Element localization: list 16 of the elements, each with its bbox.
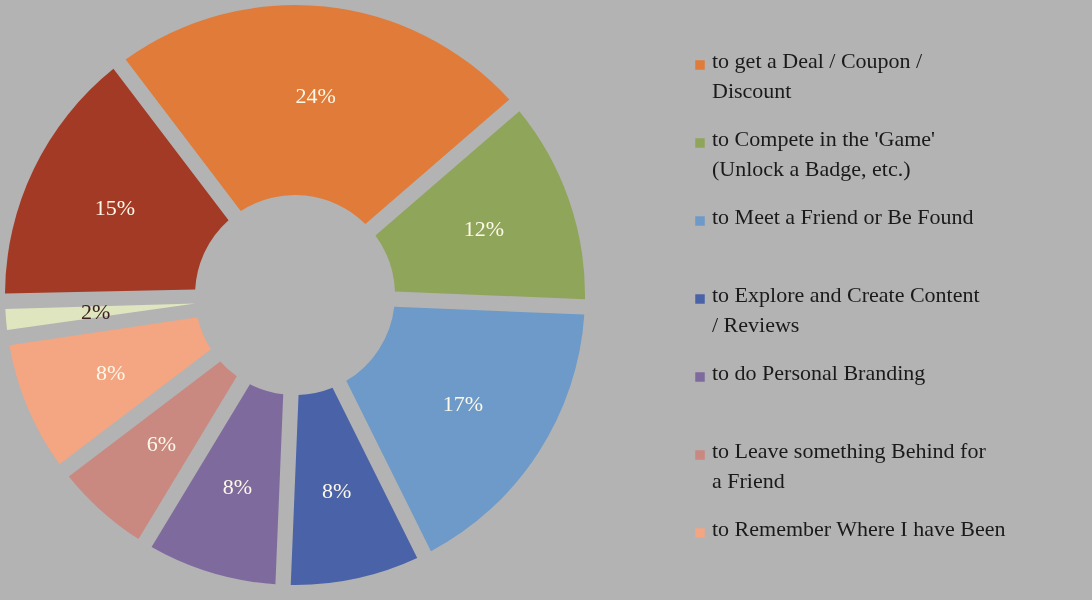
- data-label: 15%: [94, 195, 136, 221]
- data-label: 8%: [222, 473, 252, 499]
- data-label: 24%: [295, 83, 336, 109]
- legend-label: to Meet a Friend or Be Found: [712, 204, 974, 229]
- data-label: 6%: [146, 430, 176, 456]
- legend-label: to get a Deal / Coupon / Discount: [712, 48, 924, 103]
- data-label: 8%: [322, 477, 352, 503]
- data-label: 12%: [463, 216, 504, 242]
- data-label: 2%: [81, 298, 111, 324]
- legend-label: to Compete in the 'Game' (Unlock a Badge, etc.): [712, 126, 936, 181]
- legend-label: to Leave something Behind for a Friend: [712, 438, 987, 493]
- legend-label: to do Personal Branding: [712, 360, 926, 385]
- data-label: 8%: [96, 359, 126, 385]
- data-label: 17%: [442, 390, 483, 416]
- legend-label: to Explore and Create Content / Reviews: [712, 282, 980, 337]
- legend-label: to Remember Where I have Been: [712, 516, 1006, 541]
